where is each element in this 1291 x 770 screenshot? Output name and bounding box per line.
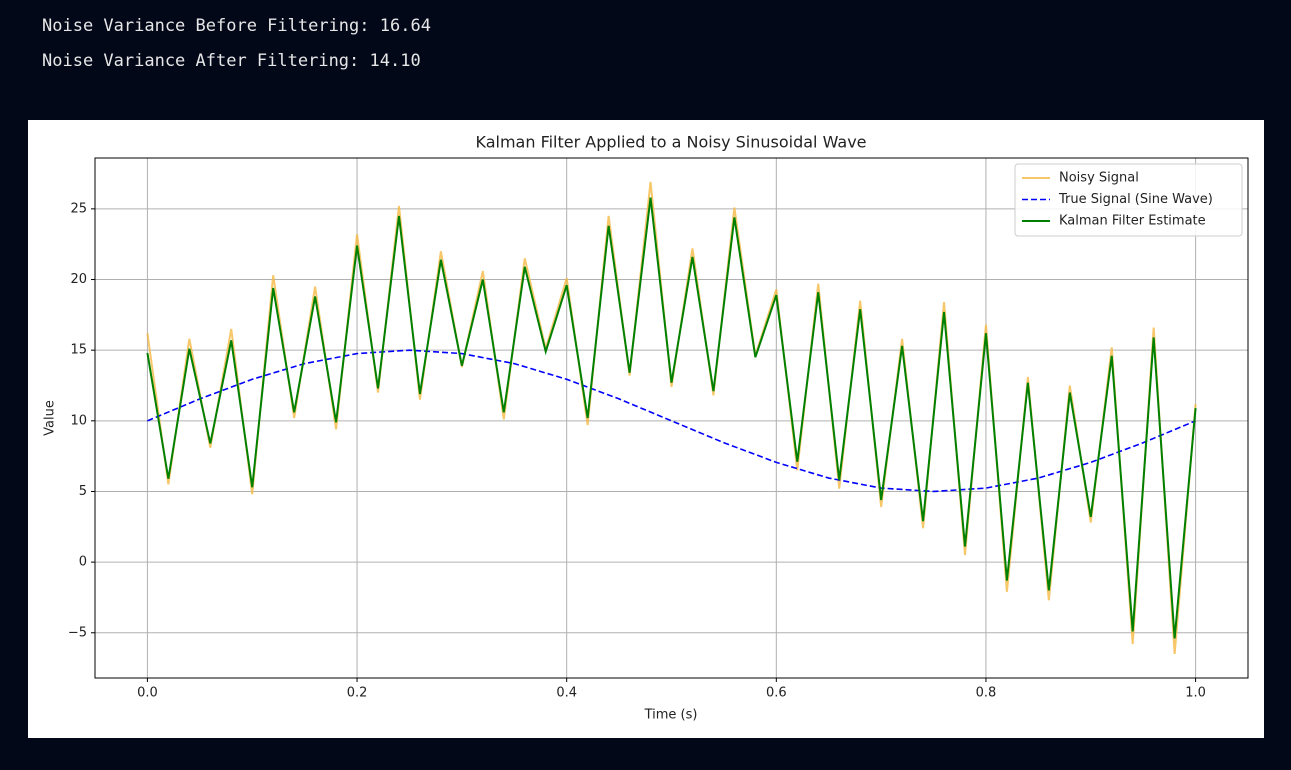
plot-frame [94, 157, 1249, 679]
x-tick-label: 0.6 [766, 686, 787, 701]
y-tick-label: 5 [79, 484, 87, 499]
x-tick-label: 0.8 [976, 686, 997, 701]
y-tick-label: −5 [68, 625, 87, 640]
y-tick-label: 25 [70, 201, 87, 216]
legend-label: Kalman Filter Estimate [1059, 214, 1206, 229]
x-tick-label: 0.0 [137, 686, 158, 701]
x-tick-label: 1.0 [1185, 686, 1206, 701]
output-line: Noise Variance Before Filtering: 16.64 [42, 16, 431, 36]
x-tick-label: 0.4 [556, 686, 577, 701]
y-tick-label: 15 [70, 343, 87, 358]
x-tick-label: 0.2 [347, 686, 368, 701]
output-line: Noise Variance After Filtering: 14.10 [42, 51, 421, 71]
legend-label: Noisy Signal [1059, 171, 1139, 186]
y-tick-label: 20 [70, 272, 87, 287]
y-tick-label: 0 [79, 555, 87, 570]
legend-label: True Signal (Sine Wave) [1058, 192, 1213, 207]
series-line [147, 349, 1196, 493]
x-axis-label: Time (s) [644, 708, 698, 723]
y-axis-label: Value [43, 400, 58, 436]
legend-box [1014, 163, 1243, 237]
chart-title: Kalman Filter Applied to a Noisy Sinusoi… [475, 133, 866, 152]
y-tick-label: 10 [70, 413, 87, 428]
series-line [146, 197, 1197, 639]
